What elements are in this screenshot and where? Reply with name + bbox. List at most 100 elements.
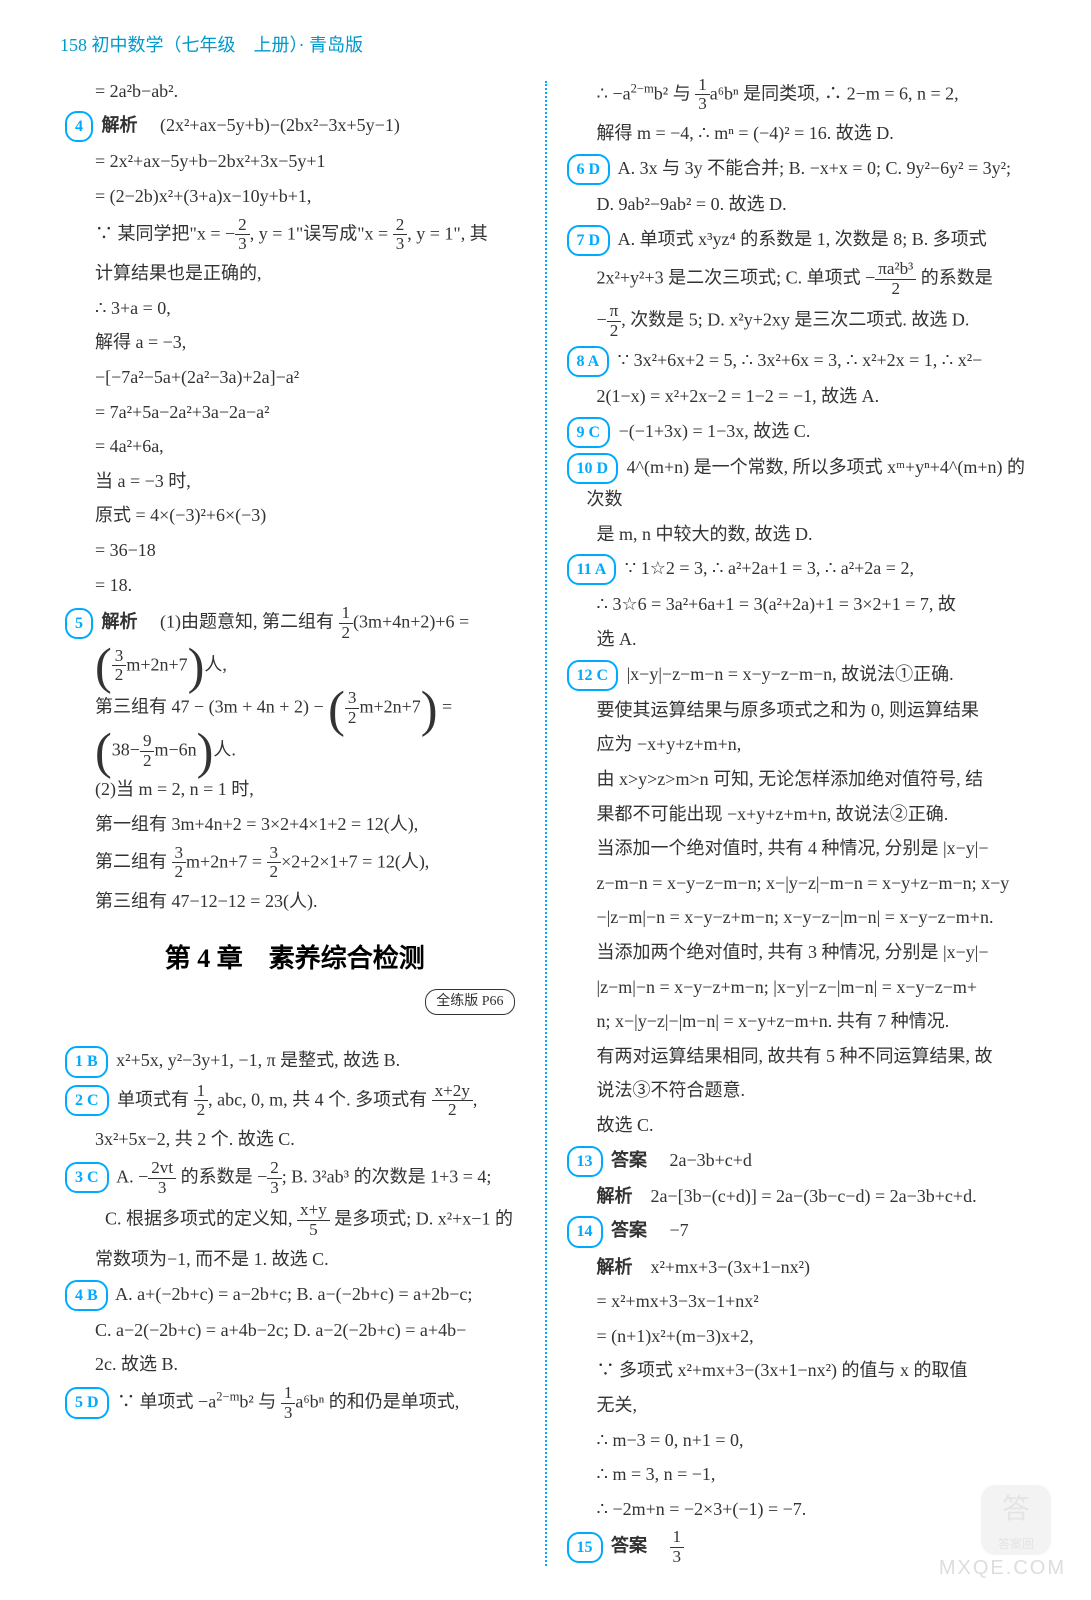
text-line: 当添加两个绝对值时, 共有 3 种情况, 分别是 |x−y|− — [567, 937, 1027, 968]
text-line: = 36−18 — [65, 535, 525, 566]
text-line: C. a−2(−2b+c) = a+4b−2c; D. a−2(−2b+c) =… — [65, 1315, 525, 1346]
text-line: = 2x²+ax−5y+b−2bx²+3x−5y+1 — [65, 146, 525, 177]
page-title: 初中数学（七年级 上册）· 青岛版 — [92, 35, 364, 55]
problem-12c: 12 C |x−y|−z−m−n = x−y−z−m−n, 故说法①正确. — [567, 659, 1027, 691]
text-line: 常数项为−1, 而不是 1. 故选 C. — [65, 1244, 525, 1275]
label: 答案 — [611, 1220, 647, 1240]
text-line: 3x²+5x−2, 共 2 个. 故选 C. — [65, 1124, 525, 1155]
text-line: 无关, — [567, 1390, 1027, 1421]
problem-number: 7 D — [567, 225, 611, 256]
text-line: 由 x>y>z>m>n 可知, 无论怎样添加绝对值符号, 结 — [567, 764, 1027, 795]
text-line: C. 根据多项式的定义知, x+y5 是多项式; D. x²+x−1 的 — [65, 1201, 525, 1240]
text-line: 2x²+y²+3 是二次三项式; C. 单项式 −πa²b³2 的系数是 — [567, 260, 1027, 299]
label: 解析 — [102, 612, 138, 632]
text-line: 当添加一个绝对值时, 共有 4 种情况, 分别是 |x−y|− — [567, 833, 1027, 864]
text-line: 解得 a = −3, — [65, 327, 525, 358]
text-line: 原式 = 4×(−3)²+6×(−3) — [65, 500, 525, 531]
label: 解析 — [102, 115, 138, 135]
text-line: ∵ 多项式 x²+mx+3−(3x+1−nx²) 的值与 x 的取值 — [567, 1355, 1027, 1386]
text — [142, 115, 160, 135]
problem-6d: 6 D A. 3x 与 3y 不能合并; B. −x+x = 0; C. 9y²… — [567, 153, 1027, 185]
text-line: 有两对运算结果相同, 故共有 5 种不同运算结果, 故 — [567, 1041, 1027, 1072]
reference-row: 全练版 P66 — [65, 989, 525, 1015]
text-line: ∴ 3+a = 0, — [65, 293, 525, 324]
text-line: ∴ m = 3, n = −1, — [567, 1459, 1027, 1490]
badge-icon: 答 — [1002, 1486, 1030, 1534]
problem-number: 9 C — [567, 417, 611, 448]
text-line: 应为 −x+y+z+m+n, — [567, 729, 1027, 760]
text-line: ∴ m−3 = 0, n+1 = 0, — [567, 1425, 1027, 1456]
text-line: = 4a²+6a, — [65, 431, 525, 462]
problem-11a: 11 A ∵ 1☆2 = 3, ∴ a²+2a+1 = 3, ∴ a²+2a =… — [567, 553, 1027, 585]
page-number: 158 — [60, 35, 87, 55]
problem-number: 2 C — [65, 1085, 109, 1116]
text-line: 第二组有 32m+2n+7 = 32×2+2×1+7 = 12(人), — [65, 844, 525, 883]
text-line: 当 a = −3 时, — [65, 466, 525, 497]
text-line: 果都不可能出现 −x+y+z+m+n, 故说法②正确. — [567, 799, 1027, 830]
problem-number: 10 D — [567, 453, 619, 484]
page-header: 158 初中数学（七年级 上册）· 青岛版 — [0, 0, 1091, 71]
watermark: MXQE.COM — [939, 1551, 1066, 1585]
problem-number: 4 B — [65, 1280, 108, 1311]
text-line: 2(1−x) = x²+2x−2 = 1−2 = −1, 故选 A. — [567, 381, 1027, 412]
text-line: |z−m|−n = x−y−z+m−n; |x−y|−z−|m−n| = x−y… — [567, 972, 1027, 1003]
text-line: z−m−n = x−y−z−m−n; x−|y−z|−m−n = x−y+z−m… — [567, 868, 1027, 899]
text-line: 解得 m = −4, ∴ mⁿ = (−4)² = 16. 故选 D. — [567, 118, 1027, 149]
problem-9c: 9 C −(−1+3x) = 1−3x, 故选 C. — [567, 416, 1027, 448]
problem-1b: 1 B x²+5x, y²−3y+1, −1, π 是整式, 故选 B. — [65, 1045, 525, 1077]
problem-4b: 4 B A. a+(−2b+c) = a−2b+c; B. a−(−2b+c) … — [65, 1279, 525, 1311]
text-line: 第三组有 47−12−12 = 23(人). — [65, 886, 525, 917]
text-line: 解析 2a−[3b−(c+d)] = 2a−(3b−c−d) = 2a−3b+c… — [567, 1181, 1027, 1212]
problem-number: 6 D — [567, 154, 611, 185]
content-area: = 2a²b−ab². 4 解析 (2x²+ax−5y+b)−(2bx²−3x+… — [0, 71, 1091, 1576]
problem-number: 3 C — [65, 1162, 109, 1193]
text-line: ∴ −a2−mb² 与 13a⁶bⁿ 是同类项, ∴ 2−m = 6, n = … — [567, 76, 1027, 115]
problem-number: 14 — [567, 1216, 603, 1247]
text-line: −π2, 次数是 5; D. x²y+2xy 是三次二项式. 故选 D. — [567, 302, 1027, 341]
text-line: 解析 x²+mx+3−(3x+1−nx²) — [567, 1252, 1027, 1283]
text-line: D. 9ab²−9ab² = 0. 故选 D. — [567, 189, 1027, 220]
text-line: −[−7a²−5a+(2a²−3a)+2a]−a² — [65, 362, 525, 393]
text-line: 第一组有 3m+4n+2 = 3×2+4×1+2 = 12(人), — [65, 809, 525, 840]
text-line: −|z−m|−n = x−y−z+m−n; x−y−z−|m−n| = x−y−… — [567, 902, 1027, 933]
problem-number: 13 — [567, 1146, 603, 1177]
problem-number: 1 B — [65, 1046, 108, 1077]
text-line: = 2a²b−ab². — [65, 76, 525, 107]
text-line: 计算结果也是正确的, — [65, 258, 525, 289]
text-line: ∴ 3☆6 = 3a²+6a+1 = 3(a²+2a)+1 = 3×2+1 = … — [567, 589, 1027, 620]
problem-2c: 2 C 单项式有 12, abc, 0, m, 共 4 个. 多项式有 x+2y… — [65, 1082, 525, 1121]
problem-8a: 8 A ∵ 3x²+6x+2 = 5, ∴ 3x²+6x = 3, ∴ x²+2… — [567, 345, 1027, 377]
problem-5: 5 解析 (1)由题意知, 第二组有 12(3m+4n+2)+6 = — [65, 604, 525, 643]
text-line: ∴ −2m+n = −2×3+(−1) = −7. — [567, 1494, 1027, 1525]
problem-14: 14 答案 −7 — [567, 1215, 1027, 1247]
right-column: ∴ −a2−mb² 与 13a⁶bⁿ 是同类项, ∴ 2−m = 6, n = … — [547, 71, 1037, 1576]
label: 答案 — [611, 1536, 647, 1556]
text-line: ∵ 某同学把"x = −23, y = 1"误写成"x = 23, y = 1"… — [65, 216, 525, 255]
text-line: = (2−2b)x²+(3+a)x−10y+b+1, — [65, 181, 525, 212]
chapter-title: 第 4 章 素养综合检测 — [65, 937, 525, 981]
label: 答案 — [611, 1150, 647, 1170]
text-line: (2)当 m = 2, n = 1 时, — [65, 774, 525, 805]
left-column: = 2a²b−ab². 4 解析 (2x²+ax−5y+b)−(2bx²−3x+… — [55, 71, 545, 1576]
text-line: (32m+2n+7)人, — [65, 647, 525, 686]
text-line: 故选 C. — [567, 1110, 1027, 1141]
text-line: = 7a²+5a−2a²+3a−2a−a² — [65, 397, 525, 428]
problem-number: 12 C — [567, 660, 619, 691]
text-line: = (n+1)x²+(m−3)x+2, — [567, 1321, 1027, 1352]
problem-number: 15 — [567, 1532, 603, 1563]
problem-5d: 5 D ∵ 单项式 −a2−mb² 与 13a⁶bⁿ 的和仍是单项式, — [65, 1384, 525, 1423]
text-line: 选 A. — [567, 624, 1027, 655]
problem-number: 11 A — [567, 554, 617, 585]
problem-13: 13 答案 2a−3b+c+d — [567, 1145, 1027, 1177]
page-reference: 全练版 P66 — [425, 989, 514, 1015]
text-line: n; x−|y−z|−|m−n| = x−y+z−m+n. 共有 7 种情况. — [567, 1006, 1027, 1037]
problem-10d: 10 D 4^(m+n) 是一个常数, 所以多项式 xᵐ+yⁿ+4^(m+n) … — [567, 452, 1027, 515]
problem-3c: 3 C A. −2vt3 的系数是 −23; B. 3²ab³ 的次数是 1+3… — [65, 1159, 525, 1198]
problem-4: 4 解析 (2x²+ax−5y+b)−(2bx²−3x+5y−1) — [65, 110, 525, 142]
text-line: = x²+mx+3−3x−1+nx² — [567, 1286, 1027, 1317]
problem-number: 5 D — [65, 1387, 109, 1418]
problem-number: 5 — [65, 608, 93, 639]
text-line: = 18. — [65, 570, 525, 601]
problem-number: 4 — [65, 111, 93, 142]
text-line: 2c. 故选 B. — [65, 1349, 525, 1380]
